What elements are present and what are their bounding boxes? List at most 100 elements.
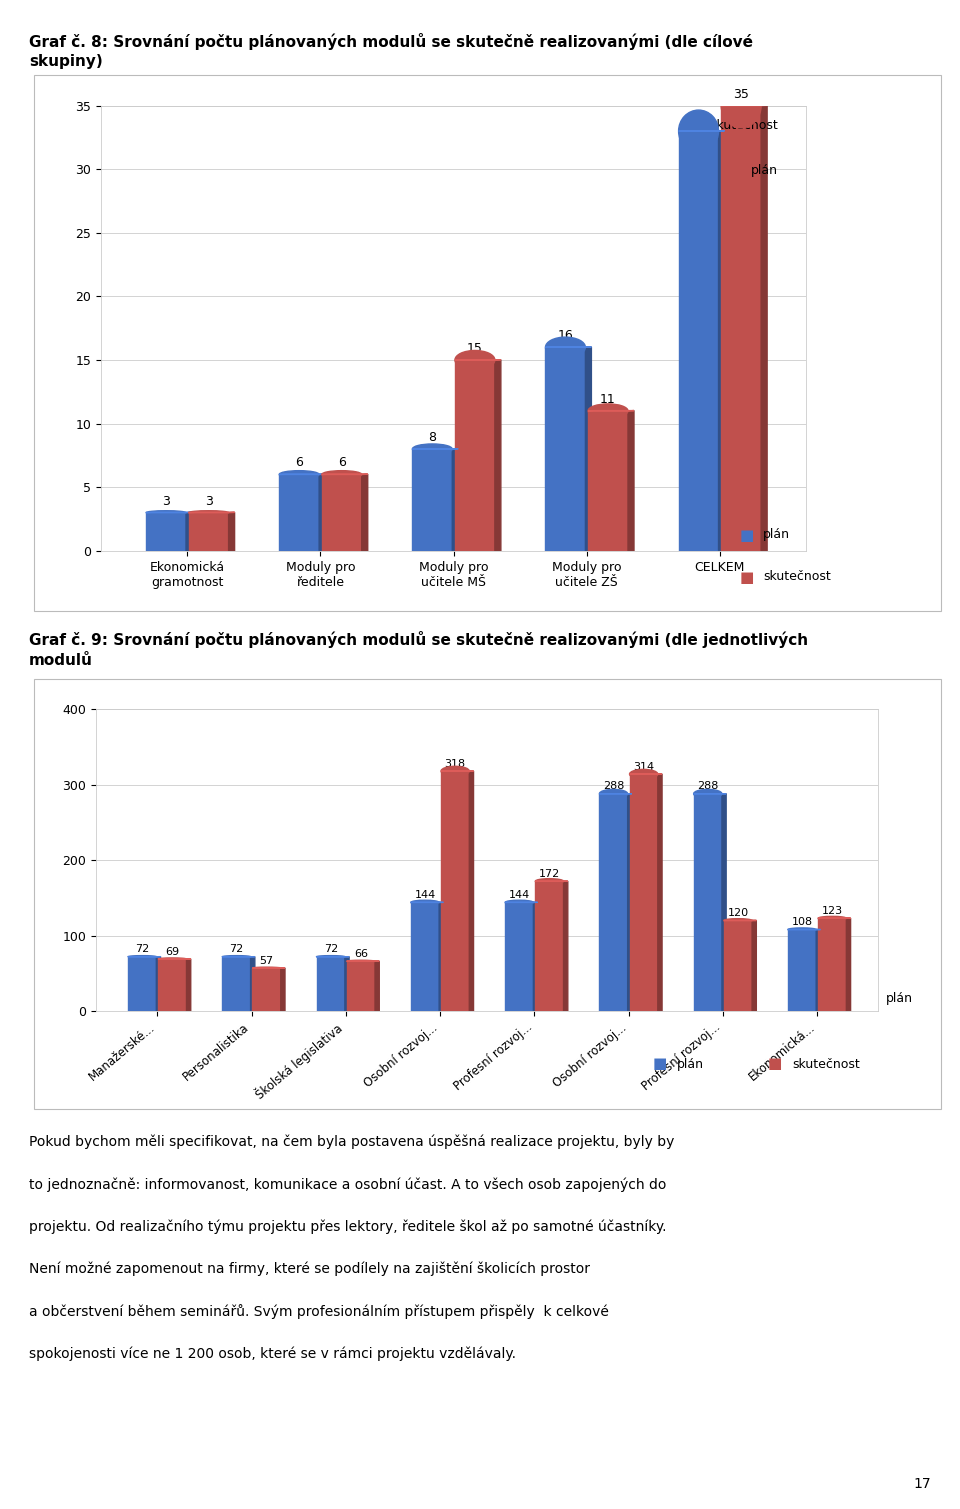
Ellipse shape — [441, 767, 469, 776]
Text: plán: plán — [677, 1058, 704, 1071]
Ellipse shape — [322, 471, 362, 478]
Text: skutečnost: skutečnost — [763, 570, 831, 584]
Polygon shape — [816, 930, 821, 1011]
Text: 288: 288 — [603, 782, 624, 791]
Text: 66: 66 — [354, 949, 368, 960]
Polygon shape — [362, 474, 368, 551]
Ellipse shape — [599, 789, 628, 798]
Text: ■: ■ — [768, 1056, 782, 1071]
Ellipse shape — [455, 350, 494, 370]
Text: 318: 318 — [444, 759, 466, 768]
Ellipse shape — [146, 510, 186, 515]
Polygon shape — [186, 958, 191, 1011]
Polygon shape — [761, 106, 767, 551]
Ellipse shape — [413, 444, 452, 454]
Text: a občerstvení během seminářů. Svým profesionálním přístupem přispěly  k celkové: a občerstvení během seminářů. Svým profe… — [29, 1304, 609, 1319]
Bar — [322, 474, 362, 551]
Text: 16: 16 — [558, 329, 573, 343]
Text: 8: 8 — [428, 432, 436, 444]
Text: ■: ■ — [739, 570, 754, 585]
Polygon shape — [534, 902, 538, 1011]
Bar — [441, 771, 469, 1011]
Text: 3: 3 — [204, 495, 212, 507]
Polygon shape — [469, 771, 473, 1011]
Ellipse shape — [189, 510, 228, 515]
Bar — [679, 131, 718, 551]
Text: 6: 6 — [338, 456, 346, 469]
Text: 35: 35 — [733, 88, 749, 101]
Text: 314: 314 — [633, 762, 655, 771]
Ellipse shape — [588, 404, 628, 418]
Text: skutečnost: skutečnost — [710, 119, 779, 131]
Text: Graf č. 8: Srovnání počtu plánovaných modulů se skutečně realizovanými (dle cílo: Graf č. 8: Srovnání počtu plánovaných mo… — [29, 33, 753, 50]
Ellipse shape — [158, 958, 186, 960]
Text: projektu. Od realizačního týmu projektu přes lektory, ředitele škol až po samotn: projektu. Od realizačního týmu projektu … — [29, 1219, 666, 1234]
Text: Graf č. 9: Srovnání počtu plánovaných modulů se skutečně realizovanými (dle jedn: Graf č. 9: Srovnání počtu plánovaných mo… — [29, 631, 808, 647]
Text: 108: 108 — [791, 917, 812, 927]
Text: 144: 144 — [415, 890, 436, 899]
Text: Není možné zapomenout na firmy, které se podílely na zajištění školicích prostor: Není možné zapomenout na firmy, které se… — [29, 1262, 589, 1277]
Polygon shape — [752, 920, 756, 1011]
Text: 72: 72 — [135, 945, 150, 955]
Polygon shape — [186, 513, 192, 551]
Bar — [545, 347, 586, 551]
Ellipse shape — [721, 83, 761, 128]
Polygon shape — [228, 513, 234, 551]
Text: Pokud bychom měli specifikovat, na čem byla postavena úspěšná realizace projektu: Pokud bychom měli specifikovat, na čem b… — [29, 1135, 674, 1150]
Bar — [279, 474, 319, 551]
Bar — [347, 961, 375, 1011]
Polygon shape — [319, 474, 325, 551]
Polygon shape — [439, 902, 444, 1011]
Polygon shape — [251, 957, 254, 1011]
Polygon shape — [345, 957, 349, 1011]
Bar — [317, 957, 345, 1011]
Text: ■: ■ — [653, 1056, 667, 1071]
Ellipse shape — [536, 878, 564, 884]
Polygon shape — [722, 794, 726, 1011]
Ellipse shape — [317, 955, 345, 958]
Polygon shape — [628, 794, 632, 1011]
Ellipse shape — [788, 928, 816, 931]
Bar — [223, 957, 251, 1011]
Ellipse shape — [252, 967, 280, 969]
Text: plán: plán — [886, 991, 913, 1005]
Bar — [189, 513, 228, 551]
Text: 17: 17 — [914, 1477, 931, 1491]
Text: to jednoznačně: informovanost, komunikace a osobní účast. A to všech osob zapoje: to jednoznačně: informovanost, komunikac… — [29, 1177, 666, 1192]
Bar — [505, 902, 534, 1011]
Text: modulů: modulů — [29, 653, 93, 668]
Text: plán: plán — [751, 163, 779, 177]
Text: spokojenosti více ne 1 200 osob, které se v rámci projektu vzdělávaly.: spokojenosti více ne 1 200 osob, které s… — [29, 1346, 516, 1361]
Polygon shape — [452, 448, 458, 551]
Ellipse shape — [505, 901, 534, 904]
Ellipse shape — [223, 955, 251, 958]
Polygon shape — [375, 961, 379, 1011]
Bar — [411, 902, 439, 1011]
Polygon shape — [156, 957, 160, 1011]
Bar — [252, 969, 280, 1011]
Text: 15: 15 — [467, 343, 483, 355]
Bar — [599, 794, 628, 1011]
Bar — [588, 410, 628, 551]
Polygon shape — [280, 967, 285, 1011]
Bar — [724, 920, 752, 1011]
Text: 144: 144 — [509, 890, 530, 899]
Text: 57: 57 — [259, 955, 274, 966]
Bar — [158, 960, 186, 1011]
Polygon shape — [494, 359, 501, 551]
Bar — [721, 106, 761, 551]
Ellipse shape — [545, 337, 586, 358]
Ellipse shape — [694, 789, 722, 798]
Bar — [818, 917, 847, 1011]
Polygon shape — [628, 410, 634, 551]
Polygon shape — [658, 774, 662, 1011]
Text: 69: 69 — [165, 946, 180, 957]
Ellipse shape — [347, 960, 375, 963]
Text: 6: 6 — [296, 456, 303, 469]
Bar — [536, 881, 564, 1011]
Text: 120: 120 — [728, 908, 749, 917]
Ellipse shape — [679, 110, 718, 152]
Text: 172: 172 — [539, 869, 560, 878]
Ellipse shape — [630, 770, 658, 779]
Bar — [146, 513, 186, 551]
